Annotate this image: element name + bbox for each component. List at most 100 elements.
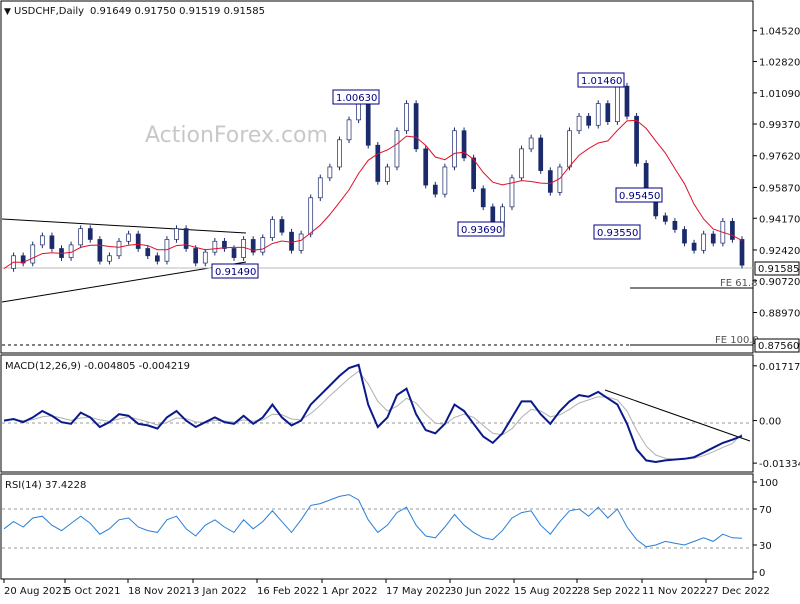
annotation-label: 0.93690 [461, 225, 502, 236]
candle-body [691, 242, 697, 251]
candle-body [30, 244, 36, 264]
candle-body [126, 233, 131, 242]
date-tick-label: 30 Jun 2022 [450, 586, 510, 597]
candle-body [270, 219, 275, 238]
current-price-label: 0.91585 [758, 264, 799, 275]
triangle-lower-line [1, 261, 247, 303]
candle-body [193, 248, 199, 264]
candle-body [317, 177, 323, 199]
candle-body [461, 130, 467, 159]
rsi-tick-label: 100 [759, 478, 778, 489]
candle-body [672, 220, 678, 230]
candle-body [365, 100, 371, 146]
level-box: 0.87560 [754, 338, 800, 353]
date-tick-label: 5 Oct 2021 [65, 586, 120, 597]
candle-body [164, 239, 170, 262]
current-price-box: 0.91585 [754, 261, 800, 276]
candle-body [375, 144, 381, 182]
candle-body [586, 115, 591, 126]
rsi-axis: 100 70 30 0 [753, 478, 778, 579]
rsi-tick-label: 0 [759, 568, 765, 579]
candle-body [423, 148, 429, 186]
candle-body [567, 130, 572, 168]
annotation-label: 1.00630 [336, 93, 377, 104]
candle-body [413, 103, 419, 150]
candle-body [528, 137, 534, 150]
candle-body [231, 248, 237, 258]
candle-body [107, 255, 112, 262]
candle-body [39, 235, 45, 246]
rsi-tick-label: 30 [759, 541, 772, 552]
candle-body [595, 103, 601, 126]
candle-body [202, 251, 208, 264]
rsi-line [3, 494, 743, 548]
watermark: ActionForex.com [145, 123, 328, 148]
candle-body [20, 255, 26, 264]
candle-body [739, 239, 745, 266]
price-tick-label: 1.04520 [759, 27, 800, 38]
candle-body [327, 166, 333, 179]
macd-tick-label: -0.01334 [759, 459, 800, 470]
candle-body [308, 197, 314, 235]
candle-body [394, 130, 400, 168]
macd-axis: 0.017176 0.00 -0.01334 [753, 362, 800, 470]
candle-body [634, 115, 639, 164]
price-tick-label: 0.99370 [759, 120, 800, 131]
candle-body [452, 130, 457, 168]
candle-body [260, 237, 266, 253]
annotation-1.00630: 1.00630 [332, 89, 380, 105]
macd-panel [0, 354, 754, 473]
candle-body [241, 239, 246, 258]
candle-body [174, 228, 179, 240]
annotation-0.93690: 0.93690 [457, 221, 505, 237]
candle-body [615, 85, 620, 123]
annotation-0.93550: 0.93550 [593, 224, 641, 240]
date-tick-label: 20 Aug 2021 [4, 586, 68, 597]
annotation-label: 0.95450 [619, 191, 660, 202]
candle-body [135, 233, 141, 249]
date-tick-label: 16 Feb 2022 [257, 586, 319, 597]
date-tick-label: 15 Aug 2022 [514, 586, 578, 597]
price-axis: 1.04520 1.02820 1.01090 0.99370 0.97620 0.958… [753, 27, 800, 350]
macd-label: MACD(12,26,9) -0.004805 -0.004219 [5, 361, 190, 372]
rsi-tick-label: 70 [759, 505, 772, 516]
candle-body [346, 119, 352, 141]
candle-body [337, 139, 342, 168]
candle-body [116, 240, 122, 257]
candle-body [298, 233, 304, 251]
candle-body [701, 233, 707, 251]
candle-body [682, 229, 687, 244]
moving-average-line [3, 119, 743, 269]
header-ohlc: 0.91649 0.91750 0.91519 0.91585 [90, 6, 265, 17]
header-symbol: USDCHF,Daily [14, 6, 84, 17]
candle-body [97, 239, 103, 262]
candle-body [279, 219, 285, 233]
candle-body [222, 240, 227, 249]
candle-body [538, 137, 544, 171]
candle-body [730, 220, 735, 240]
price-candles [11, 82, 745, 272]
candle-body [519, 148, 524, 179]
candle-body [480, 188, 486, 208]
annotation-label: 0.91490 [215, 267, 256, 278]
candle-body [442, 166, 448, 195]
date-tick-label: 28 Sep 2022 [577, 586, 640, 597]
price-tick-label: 0.97620 [759, 152, 800, 163]
candle-body [576, 115, 582, 132]
price-tick-label: 0.90720 [759, 277, 800, 288]
candle-body [624, 85, 630, 117]
candle-body [145, 248, 151, 257]
fe618-label: FE 61.8 [720, 278, 758, 289]
price-tick-label: 1.02820 [759, 58, 800, 69]
candle-body [385, 166, 390, 182]
header-arrow-icon: ▼ [4, 7, 11, 17]
candle-body [183, 228, 189, 249]
price-tick-label: 0.94170 [759, 214, 800, 225]
candle-body [509, 177, 515, 208]
annotation-1.01460: 1.01460 [577, 72, 625, 88]
candle-body [250, 239, 256, 253]
price-tick-label: 1.01090 [759, 89, 800, 100]
candle-body [155, 255, 160, 262]
macd-trendline [604, 389, 751, 442]
